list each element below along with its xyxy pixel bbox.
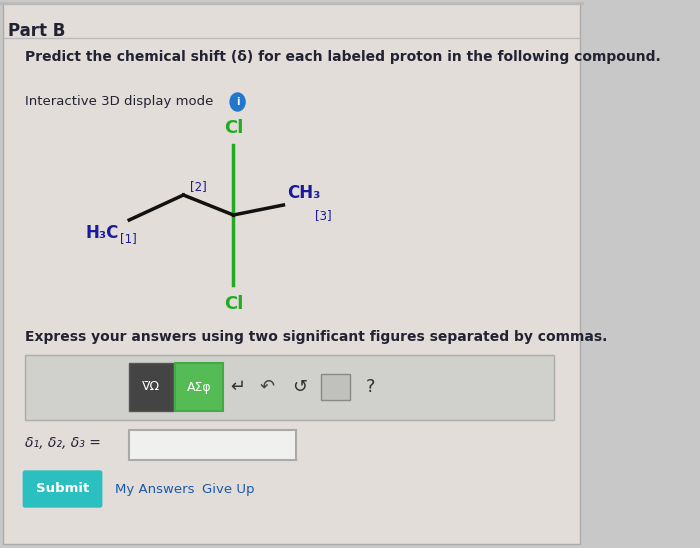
Text: [1]: [1]	[120, 232, 136, 245]
Text: Give Up: Give Up	[202, 482, 254, 495]
Text: ↺: ↺	[293, 378, 307, 396]
Bar	[130, 430, 296, 460]
Text: V̄Ω: V̄Ω	[142, 380, 160, 393]
Text: Cl: Cl	[224, 119, 243, 137]
Bar	[25, 355, 554, 420]
Text: My Answers: My Answers	[115, 482, 195, 495]
Text: [2]: [2]	[190, 180, 206, 193]
Text: δ₁, δ₂, δ₃ =: δ₁, δ₂, δ₃ =	[25, 436, 101, 450]
Text: H₃C: H₃C	[86, 224, 119, 242]
Circle shape	[230, 93, 245, 111]
Text: Predict the chemical shift (δ) for each labeled proton in the following compound: Predict the chemical shift (δ) for each …	[25, 50, 661, 64]
Text: Express your answers using two significant figures separated by commas.: Express your answers using two significa…	[25, 330, 608, 344]
Text: [3]: [3]	[315, 209, 332, 222]
Text: AΣφ: AΣφ	[187, 380, 211, 393]
Text: Interactive 3D display mode: Interactive 3D display mode	[25, 95, 214, 108]
Bar	[175, 363, 223, 411]
Text: ?: ?	[366, 378, 376, 396]
Text: Cl: Cl	[224, 295, 243, 313]
Bar	[130, 363, 172, 411]
Text: ↵: ↵	[230, 378, 245, 396]
Text: CH₃: CH₃	[287, 184, 320, 202]
Text: i: i	[236, 97, 239, 107]
Text: Submit: Submit	[36, 482, 89, 495]
Text: Part B: Part B	[8, 22, 66, 40]
FancyBboxPatch shape	[23, 471, 102, 507]
Text: ↶: ↶	[259, 378, 274, 396]
Bar	[321, 374, 350, 400]
